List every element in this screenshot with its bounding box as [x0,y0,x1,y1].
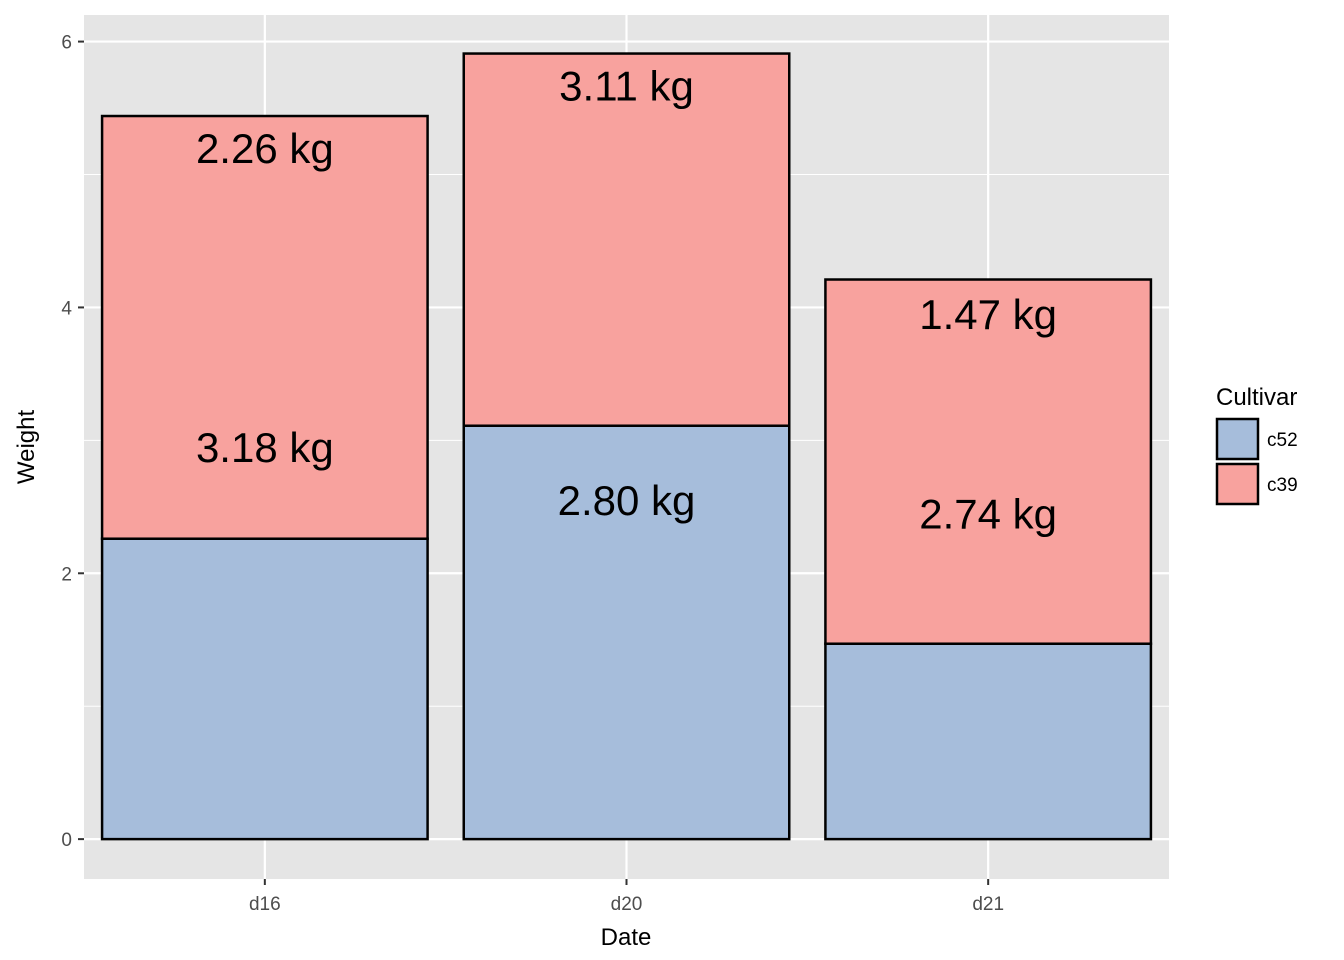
bar-segment-c52 [100,537,429,841]
y-tick-label: 2 [61,564,72,585]
x-tick-label: d20 [611,894,643,915]
bar-segment-c52 [462,424,791,841]
bar-value-label: 2.80 kg [558,477,696,524]
bar-segment-c39 [824,278,1153,645]
bar-value-label: 3.11 kg [559,62,694,109]
bar-value-label: 1.47 kg [919,291,1057,338]
legend-title: Cultivar [1216,384,1297,411]
legend-label: c52 [1267,430,1298,451]
bar-value-label: 2.74 kg [919,490,1057,537]
x-tick-label: d21 [972,894,1004,915]
x-axis-title: Date [601,924,652,951]
bar-labels: 2.26 kg 3.18 kg 3.11 kg 2.80 kg 1.47 kg 2.74 … [196,62,1057,537]
x-axis: d16 d20 d21 [249,879,1004,915]
legend-label: c39 [1267,475,1298,496]
x-tick-label: d16 [249,894,281,915]
bars [100,52,1153,841]
bar-value-label: 2.26 kg [196,125,334,172]
y-tick-label: 6 [61,33,72,54]
y-tick-label: 0 [61,830,72,851]
bar-segment-c52 [824,642,1153,841]
legend-swatch-c39 [1215,462,1260,506]
y-axis: 0 2 4 6 [61,33,84,851]
legend-swatch-c52 [1215,417,1260,461]
legend: Cultivar c52 c39 [1215,384,1298,506]
y-axis-title: Weight [13,410,40,485]
bar-value-label: 3.18 kg [196,424,334,471]
bar-segment-c39 [100,114,429,540]
bar-segment-c39 [462,52,791,427]
y-tick-label: 4 [61,298,72,319]
